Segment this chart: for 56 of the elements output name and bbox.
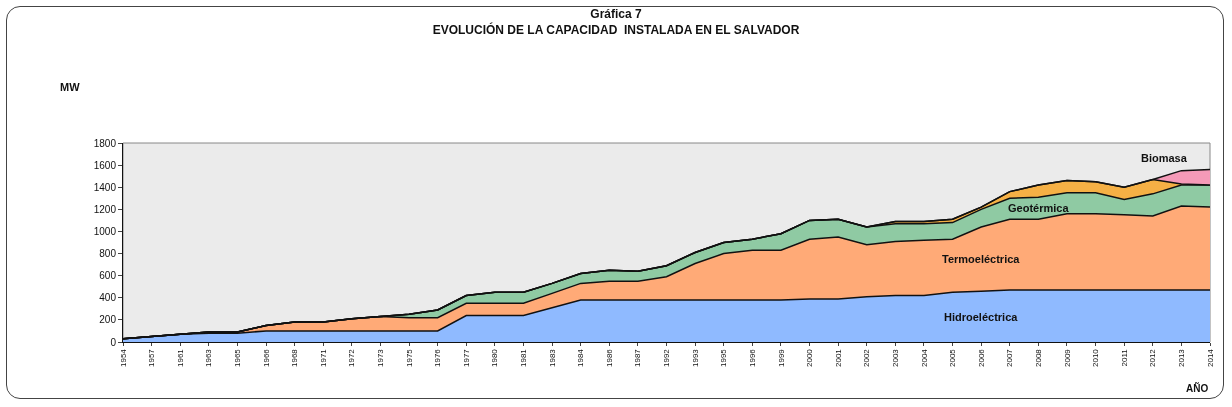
x-tick-label: 1975 xyxy=(404,348,414,367)
x-tick-label: 1983 xyxy=(547,348,557,367)
x-axis-title: AÑO xyxy=(1186,382,1209,394)
x-tick-label: 1971 xyxy=(318,348,328,367)
x-tick-label: 1966 xyxy=(261,348,271,367)
x-tick-label: 1984 xyxy=(576,348,586,367)
x-tick-label: 1992 xyxy=(662,348,672,367)
x-tick-label: 2008 xyxy=(1033,348,1043,367)
x-tick-label: 1980 xyxy=(490,348,500,367)
x-tick-label: 1977 xyxy=(461,348,471,367)
x-tick-label: 2013 xyxy=(1176,348,1186,367)
x-tick-label: 2010 xyxy=(1091,348,1101,367)
chart-title: Gráfica 7 EVOLUCIÓN DE LA CAPACIDAD INSTALADA EN EL SALVADOR xyxy=(432,7,800,37)
y-tick-label: 1400 xyxy=(93,181,117,193)
x-tick-label: 1995 xyxy=(719,348,729,367)
y-axis-title: MW xyxy=(60,81,81,93)
series-label: Termoeléctrica xyxy=(942,253,1021,265)
x-tick-label: 1973 xyxy=(376,348,386,367)
y-tick-label: 600 xyxy=(99,270,117,282)
x-tick-label: 1968 xyxy=(290,348,300,367)
x-tick-label: 1986 xyxy=(604,348,614,367)
y-tick-label: 200 xyxy=(99,314,117,326)
y-tick-label: 400 xyxy=(99,292,117,304)
x-tick-label: 1987 xyxy=(633,348,643,367)
x-tick-label: 2001 xyxy=(833,348,843,367)
x-tick-label: 1963 xyxy=(204,348,214,367)
x-tick-label: 2006 xyxy=(976,348,986,367)
x-tick-label: 2000 xyxy=(805,348,815,367)
x-tick-label: 1965 xyxy=(233,348,243,367)
x-tick-label: 1957 xyxy=(147,348,157,367)
x-tick-label: 1996 xyxy=(747,348,757,367)
y-tick-label: 1800 xyxy=(93,137,117,149)
x-tick-label: 2002 xyxy=(862,348,872,367)
y-tick-label: 0 xyxy=(110,336,117,348)
x-tick-label: 2011 xyxy=(1119,348,1129,367)
x-tick-label: 1976 xyxy=(433,348,443,367)
x-tick-label: 1961 xyxy=(175,348,185,367)
series-label: Geotérmica xyxy=(1008,202,1070,214)
series-label: Biomasa xyxy=(1141,152,1188,164)
x-tick-label: 2004 xyxy=(919,348,929,367)
y-tick-label: 1000 xyxy=(93,225,117,237)
x-tick-label: 2005 xyxy=(948,348,958,367)
x-tick-label: 2012 xyxy=(1148,348,1158,367)
x-tick-label: 1999 xyxy=(776,348,786,367)
y-tick-label: 1200 xyxy=(93,203,117,215)
x-tick-label: 2003 xyxy=(890,348,900,367)
x-tick-label: 1993 xyxy=(690,348,700,367)
x-tick-label: 2009 xyxy=(1062,348,1072,367)
x-tick-label: 1981 xyxy=(519,348,529,367)
x-tick-label: 1954 xyxy=(118,348,128,367)
series-label: Hidroeléctrica xyxy=(944,311,1019,323)
x-tick-label: 1972 xyxy=(347,348,357,367)
y-tick-label: 1600 xyxy=(93,159,117,171)
y-tick-label: 800 xyxy=(99,248,117,260)
x-tick-label: 2014 xyxy=(1205,348,1215,367)
x-tick-label: 2007 xyxy=(1005,348,1015,367)
